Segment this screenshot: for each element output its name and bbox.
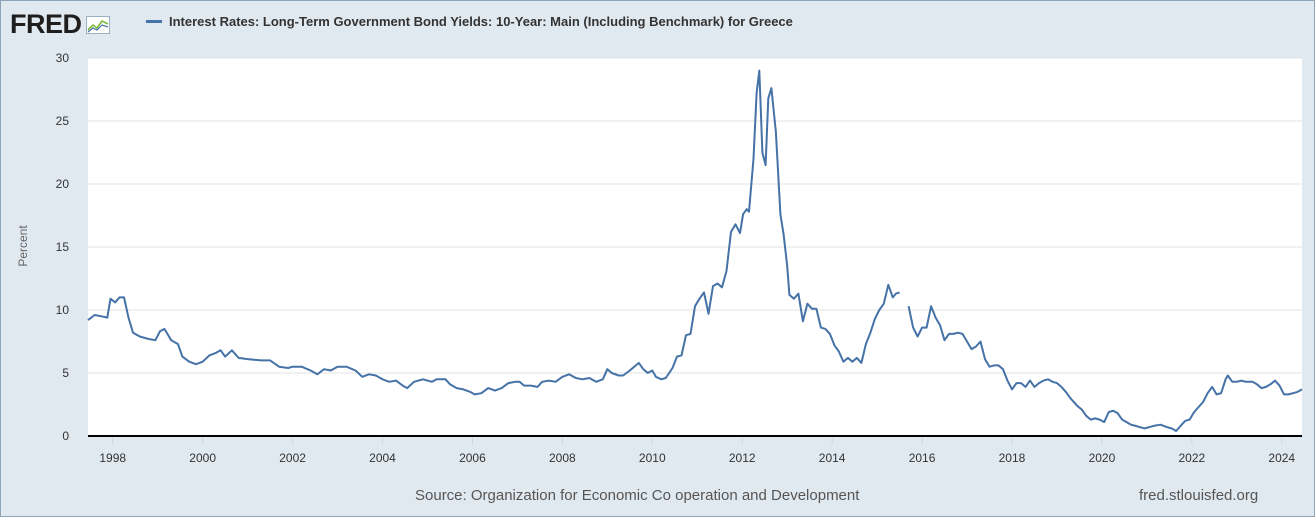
x-tick-label: 2004 xyxy=(369,451,396,465)
fred-logo-text: FRED xyxy=(10,8,82,39)
y-axis-label: Percent xyxy=(16,225,30,267)
fred-url-link[interactable]: fred.stlouisfed.org xyxy=(1139,487,1259,504)
x-tick-label: 2008 xyxy=(549,451,576,465)
x-tick-label: 2020 xyxy=(1089,451,1116,465)
fred-logo[interactable]: FRED xyxy=(10,8,110,40)
x-tick-label: 1998 xyxy=(99,451,126,465)
series-line xyxy=(87,69,900,396)
y-tick-label: 0 xyxy=(62,429,69,443)
x-tick-label: 2000 xyxy=(189,451,216,465)
y-tick-label: 20 xyxy=(56,177,70,191)
grid-lines xyxy=(88,57,1302,374)
x-tick-label: 2010 xyxy=(639,451,666,465)
x-tick-label: 2002 xyxy=(279,451,306,465)
y-tick-label: 15 xyxy=(56,240,70,254)
y-tick-label: 5 xyxy=(62,366,69,380)
x-tick-label: 2014 xyxy=(819,451,846,465)
series-group xyxy=(87,69,1303,432)
legend[interactable]: Interest Rates: Long-Term Government Bon… xyxy=(146,14,793,29)
y-tick-label: 25 xyxy=(56,114,70,128)
x-tick-label: 2016 xyxy=(909,451,936,465)
y-axis-ticks: 0 5 10 15 20 25 30 xyxy=(56,51,70,443)
y-tick-label: 30 xyxy=(56,51,70,65)
x-tick-label: 2022 xyxy=(1178,451,1205,465)
x-axis-ticks: 1998 2000 2002 2004 2006 2008 2010 2012 2014 2016… xyxy=(99,436,1295,465)
x-tick-label: 2006 xyxy=(459,451,486,465)
legend-label: Interest Rates: Long-Term Government Bon… xyxy=(169,14,793,29)
x-tick-label: 2018 xyxy=(999,451,1026,465)
line-chart-icon xyxy=(85,16,110,34)
x-tick-label: 2024 xyxy=(1268,451,1295,465)
source-note: Source: Organization for Economic Co ope… xyxy=(415,487,860,504)
series-line xyxy=(907,305,1303,432)
x-tick-label: 2012 xyxy=(729,451,756,465)
legend-line-swatch xyxy=(146,20,162,23)
y-tick-label: 10 xyxy=(56,303,70,317)
